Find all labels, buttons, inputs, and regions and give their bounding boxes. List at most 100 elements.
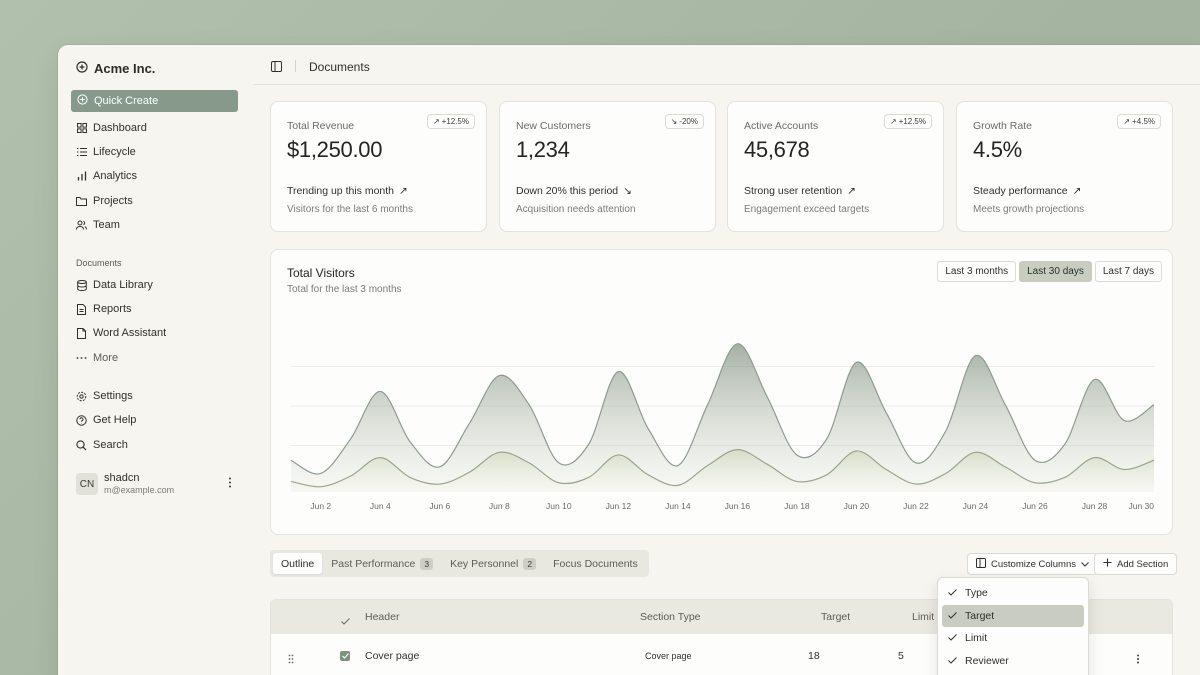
trend-badge: ↗ +4.5% (1117, 114, 1161, 129)
cell-limit[interactable]: 5 (898, 650, 904, 662)
sidebar-item-lifecycle[interactable]: Lifecycle (76, 143, 136, 161)
range-last-7-days-button[interactable]: Last 7 days (1094, 261, 1162, 282)
cell-header[interactable]: Cover page (365, 650, 420, 662)
drag-handle-icon[interactable] (288, 651, 294, 669)
vertical-dots-icon[interactable] (228, 477, 232, 491)
columns-icon (976, 557, 986, 571)
trend-badge: ↗ +12.5% (883, 114, 932, 129)
card-value: 4.5% (973, 137, 1022, 162)
row-checkbox[interactable] (340, 651, 350, 661)
check-icon (948, 610, 957, 622)
sidebar-item-team[interactable]: Team (76, 216, 120, 234)
plus-circle-icon (77, 94, 88, 108)
settings-icon (76, 391, 87, 402)
sidebar-item-label: Lifecycle (93, 146, 136, 158)
sidebar-item-more[interactable]: More (76, 349, 118, 367)
column-header-header[interactable]: Header (365, 611, 400, 623)
card-description: Acquisition needs attention (516, 204, 636, 215)
sidebar-item-analytics[interactable]: Analytics (76, 167, 137, 185)
sidebar-item-label: Search (93, 439, 128, 451)
card-trend: Strong user retention ↗ (744, 185, 856, 197)
card-description: Engagement exceed targets (744, 204, 870, 215)
help-icon (76, 414, 87, 426)
trending-up-icon: ↗ (889, 117, 897, 126)
trending-up-icon: ↗ (432, 117, 440, 126)
card-label: Total Revenue (287, 120, 355, 132)
brand[interactable]: Acme Inc. (76, 61, 155, 76)
card-value: 45,678 (744, 137, 810, 162)
trending-down-icon: ↘ (623, 185, 632, 197)
trending-up-icon: ↗ (399, 185, 408, 197)
sidebar-item-get-help[interactable]: Get Help (76, 411, 136, 429)
series-2-area (291, 449, 1154, 492)
card-label: Active Accounts (744, 120, 819, 132)
range-last-30-days-button[interactable]: Last 30 days (1019, 261, 1092, 282)
sidebar-item-word-assistant[interactable]: Word Assistant (76, 324, 166, 342)
check-icon (948, 587, 957, 599)
cell-target[interactable]: 18 (808, 650, 820, 662)
column-option-limit[interactable]: Limit (942, 627, 1084, 650)
user-name: shadcn (104, 472, 140, 484)
sidebar-item-label: Data Library (93, 279, 153, 291)
tab-past-performance[interactable]: Past Performance 3 (323, 553, 441, 574)
sidebar-item-reports[interactable]: Reports (76, 300, 132, 318)
sidebar-item-label: Settings (93, 390, 133, 402)
dashboard-icon (76, 123, 87, 134)
column-header-section-type[interactable]: Section Type (640, 611, 701, 623)
sidebar-item-search[interactable]: Search (76, 436, 128, 454)
x-tick-label: Jun 8 (489, 501, 510, 511)
page-title: Documents (309, 60, 370, 74)
cell-section-type[interactable]: Cover page (645, 651, 692, 661)
sidebar-item-settings[interactable]: Settings (76, 387, 133, 405)
card-description: Meets growth projections (973, 204, 1085, 215)
search-icon (76, 439, 87, 451)
header-check-icon[interactable] (341, 612, 350, 630)
customize-columns-button[interactable]: Customize Columns (967, 553, 1098, 575)
chart-title: Total Visitors (287, 266, 355, 280)
x-tick-label: Jun 6 (429, 501, 450, 511)
user-email: m@example.com (104, 485, 175, 495)
topbar-divider (295, 60, 296, 72)
sidebar: Acme Inc. Quick Create Dashboard Lifecyc… (58, 45, 253, 675)
row-actions-icon[interactable] (1136, 651, 1140, 669)
check-icon (948, 632, 957, 644)
visitors-chart-card: Jun 2 Jun 4 Jun 6 Jun 8 Jun 10 Jun 12 Jun 14 Ju… (270, 249, 1173, 535)
x-tick-label: Jun 4 (370, 501, 391, 511)
documents-section-heading: Documents (76, 258, 122, 268)
card-trend: Steady performance ↗ (973, 185, 1082, 197)
sidebar-item-label: Get Help (93, 414, 137, 426)
sidebar-item-data-library[interactable]: Data Library (76, 276, 153, 294)
column-option-reviewer[interactable]: Reviewer (942, 650, 1084, 673)
chevron-down-icon (1081, 559, 1089, 570)
metric-card-total-revenue: Total Revenue ↗ +12.5% $1,250.00 Trending… (270, 101, 487, 232)
tab-key-personnel[interactable]: Key Personnel 2 (442, 553, 544, 574)
column-option-type[interactable]: Type (942, 582, 1084, 605)
user-profile[interactable]: CN shadcn m@example.com (76, 472, 236, 496)
sidebar-toggle-icon[interactable] (271, 59, 282, 77)
file-icon (76, 327, 87, 339)
add-section-button[interactable]: Add Section (1094, 553, 1178, 575)
column-option-target[interactable]: Target (942, 604, 1084, 627)
card-value: $1,250.00 (287, 137, 383, 162)
tab-focus-documents[interactable]: Focus Documents (553, 557, 638, 570)
column-header-target[interactable]: Target (821, 611, 851, 623)
quick-create-button[interactable]: Quick Create (71, 90, 238, 112)
x-tick-label: Jun 10 (546, 501, 572, 511)
column-header-limit[interactable]: Limit (912, 611, 935, 623)
x-tick-label: Jun 26 (1022, 501, 1048, 511)
app-window: Acme Inc. Quick Create Dashboard Lifecyc… (58, 45, 1200, 675)
x-tick-label: Jun 30 (1128, 501, 1154, 511)
sidebar-item-label: Word Assistant (93, 327, 167, 339)
sidebar-item-projects[interactable]: Projects (76, 192, 133, 210)
more-dots-icon (76, 353, 87, 364)
card-trend: Trending up this month ↗ (287, 185, 408, 197)
trend-badge: ↗ +12.5% (426, 114, 475, 129)
count-badge: 3 (420, 557, 434, 570)
range-last-3-months-button[interactable]: Last 3 months (937, 261, 1017, 282)
x-tick-label: Jun 22 (903, 501, 929, 511)
database-icon (76, 279, 87, 291)
quick-create-label: Quick Create (94, 95, 159, 107)
trending-up-icon: ↗ (847, 185, 856, 197)
tab-outline[interactable]: Outline (273, 553, 323, 574)
sidebar-item-dashboard[interactable]: Dashboard (76, 119, 147, 137)
